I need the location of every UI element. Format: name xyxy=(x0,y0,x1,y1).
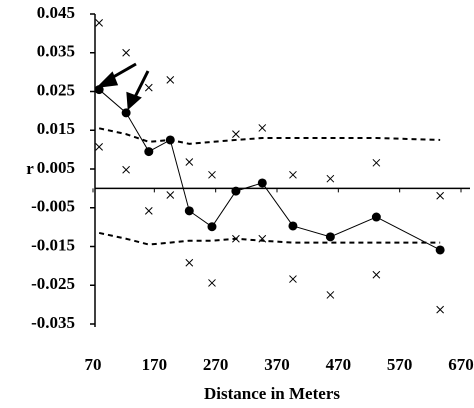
cross-marker xyxy=(372,270,381,279)
cross-marker xyxy=(122,48,130,57)
point xyxy=(121,108,131,118)
x-tick-label: 270 xyxy=(203,355,229,374)
arrows xyxy=(95,62,150,111)
arrow xyxy=(132,70,150,100)
cross-marker xyxy=(208,170,216,179)
y-tick-label: -0.025 xyxy=(31,274,75,293)
cross-marker xyxy=(208,279,216,287)
y-tick-label: 0.005 xyxy=(37,158,75,177)
cross-marker xyxy=(166,76,175,84)
x-axis-label: Distance in Meters xyxy=(204,384,340,403)
cross-marker xyxy=(122,165,130,174)
cross-marker xyxy=(95,143,103,151)
point xyxy=(144,147,154,157)
point xyxy=(207,222,217,232)
x-tick-label: 370 xyxy=(264,355,290,374)
cross-marker xyxy=(185,158,194,166)
cross-marker xyxy=(436,305,445,314)
x-tick-label: 170 xyxy=(142,355,168,374)
y-tick-label: -0.035 xyxy=(31,313,75,332)
point xyxy=(94,85,104,95)
point xyxy=(371,212,381,222)
cross-marker xyxy=(232,130,240,138)
cross-marker xyxy=(289,275,297,283)
x-tick-label: 470 xyxy=(326,355,352,374)
cross-marker xyxy=(95,19,103,27)
cross-marker xyxy=(144,206,153,215)
y-tick-label: 0.045 xyxy=(37,3,75,22)
point xyxy=(184,206,194,216)
dashed-line xyxy=(98,231,441,246)
cross-marker xyxy=(185,258,194,267)
x-tick-label: 670 xyxy=(448,355,474,374)
x-tick-label: 70 xyxy=(85,355,102,374)
cross-marker xyxy=(144,83,153,92)
arrow-head xyxy=(95,71,119,89)
cross-marker xyxy=(326,174,335,183)
dashed-line xyxy=(98,127,441,145)
cross-marker xyxy=(166,191,175,199)
cross-marker xyxy=(326,291,335,299)
line xyxy=(98,89,441,251)
y-tick-label: 0.025 xyxy=(37,80,75,99)
point xyxy=(231,186,241,196)
y-tick-label: 0.015 xyxy=(37,119,75,138)
cross-marker xyxy=(372,158,381,167)
cross-marker xyxy=(436,191,445,200)
cross-marker xyxy=(289,170,297,179)
x-tick-label: 570 xyxy=(387,355,413,374)
y-tick-label: 0.035 xyxy=(37,42,75,61)
point xyxy=(257,178,267,188)
y-tick-label: -0.005 xyxy=(31,197,75,216)
arrow-head xyxy=(126,91,142,111)
point xyxy=(288,221,298,231)
point xyxy=(325,232,335,242)
cross-marker xyxy=(258,124,267,132)
point xyxy=(435,245,445,255)
y-axis-label: r xyxy=(26,159,34,178)
y-tick-label: -0.015 xyxy=(31,235,75,254)
